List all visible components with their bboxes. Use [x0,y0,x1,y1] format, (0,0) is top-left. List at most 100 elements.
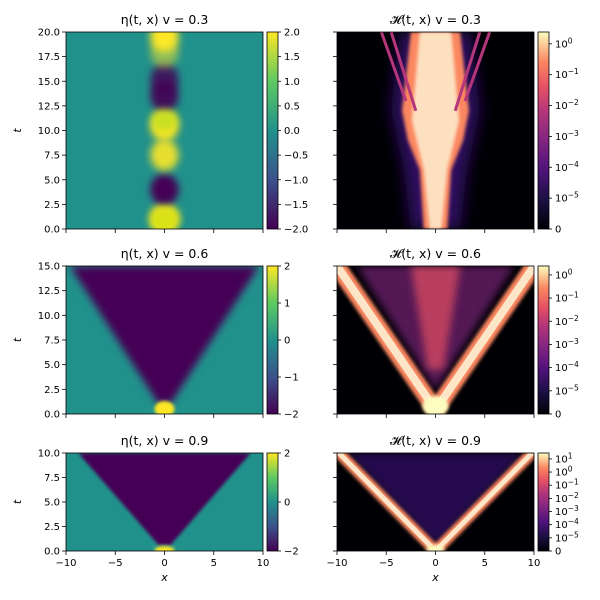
panel-title: η(t, x) v = 0.6 [121,246,209,261]
x-axis-label: x [160,571,168,584]
y-tick-label: 5.0 [44,498,60,509]
radiation-fan [347,453,524,546]
colorbar-tick-label: 10−2 [555,314,579,328]
x-axis-label: x [431,571,439,584]
colorbar-gradient [266,265,279,415]
field-blob [150,32,179,52]
heatmap-eta-v09 [66,453,263,551]
y-axis-label: t [11,337,24,342]
colorbar-tick-label: 0.0 [284,126,300,137]
colorbar-tick-label: 10−5 [555,383,579,397]
heatmap-H-v06 [337,266,534,414]
y-tick-label: 15.0 [38,77,60,88]
y-tick-label: 7.5 [44,473,60,484]
heatmap-eta-v06 [66,266,263,414]
energy-beam-core [337,453,438,551]
colorbar-H-v06: 100 10−1 10−2 10−3 10−4 10−5 0 [537,265,579,421]
radiation-streak [453,32,482,112]
colorbar-eta-v03: 2.0 1.5 1.0 0.5 0.0 −0.5 −1.0 −1.5 −2.0 [266,28,308,236]
panel-eta-v03: η(t, x) v = 0.3 0.0 2.5 5.0 7.5 10.0 12.5 15.0 1… [11,12,308,236]
colorbar-tick-label: 1 [284,299,290,310]
y-tick-label: 15.0 [38,262,60,273]
field-blob [154,546,175,551]
y-tick-label: 10.0 [38,311,60,322]
x-tick-label: 0 [432,558,438,569]
panel-title: 𝓗(t, x) v = 0.9 [390,433,481,448]
x-tick-label: 10 [257,558,270,569]
colorbar-tick-label: 10−5 [555,191,579,205]
panel-H-v06: 𝓗(t, x) v = 0.6 100 10−1 10−2 10−3 10−4 10−5 0 [333,246,579,421]
y-tick-label: 2.5 [44,385,60,396]
x-tick-label: −10 [326,558,347,569]
radiation-streak [379,32,408,102]
y-tick-label: 2.5 [44,522,60,533]
energy-core [411,32,460,229]
panel-H-v03: 𝓗(t, x) v = 0.3 100 10−1 10−2 10−3 10−4 10−5 0 [333,12,579,236]
colorbar-H-v03: 100 10−1 10−2 10−3 10−4 10−5 0 [537,31,579,236]
energy-beam-core [337,266,439,413]
panel-H-v09: 𝓗(t, x) v = 0.9−10 −5 0 5 10x10110010−110−21… [326,433,579,584]
colorbar-tick-label: 0 [555,225,561,236]
field-wedge [78,453,251,546]
y-tick-label: 0.0 [44,410,60,421]
colorbar-eta-v09: 2 0 −2 [266,449,299,558]
colorbar-tick-label: 100 [555,267,573,281]
collision-point [426,545,445,551]
colorbar-tick-label: 0 [555,410,561,421]
colorbar-gradient [537,265,550,415]
colorbar-tick-label: 10−3 [555,129,579,143]
y-tick-label: 0.0 [44,225,60,236]
radiation-streak [463,32,492,102]
y-tick-label: 10.0 [38,449,60,460]
field-blob [150,139,179,171]
colorbar-tick-label: 2 [284,262,290,273]
panel-title: 𝓗(t, x) v = 0.3 [390,12,481,27]
colorbar-tick-label: 1.0 [284,77,300,88]
colorbar-tick-label: 10−4 [555,517,579,531]
y-tick-label: 10.0 [38,126,60,137]
colorbar-tick-label: −2.0 [284,225,308,236]
field-blob [150,63,179,96]
colorbar-tick-label: 100 [555,465,573,479]
panel-eta-v06: η(t, x) v = 0.6 0.0 2.5 5.0 7.5 10.0 12.5 15.0 t… [11,246,299,421]
colorbar-gradient [537,31,550,230]
y-axis-label: t [11,128,24,133]
y-tick-label: 0.0 [44,547,60,558]
colorbar-tick-label: 0 [284,336,290,347]
y-axis-label: t [11,499,24,504]
field-blob [152,109,177,132]
energy-beam-core [433,453,534,551]
field-wedge [69,266,260,405]
colorbar-tick-label: 101 [555,451,573,465]
field-blob [154,401,175,414]
x-tick-label: 5 [211,558,217,569]
colorbar-tick-label: −2 [284,547,299,558]
field-blob [150,207,179,229]
colorbar-tick-label: 0.5 [284,101,300,112]
y-tick-label: 12.5 [38,286,60,297]
y-tick-label: 5.0 [44,175,60,186]
colorbar-gradient [266,31,279,230]
radiation-streak [389,32,418,112]
colorbar-tick-label: −0.5 [284,151,308,162]
colorbar-eta-v06: 2 1 0 −1 −2 [266,262,299,421]
field-blob [150,173,179,206]
colorbar-tick-label: 2.0 [284,28,300,39]
colorbar-tick-label: 10−3 [555,504,579,518]
colorbar-tick-label: 10−2 [555,98,579,112]
energy-inner [410,266,461,370]
colorbar-tick-label: −1 [284,373,299,384]
colorbar-gradient [537,452,550,552]
panel-title: η(t, x) v = 0.3 [121,12,209,27]
colorbar-tick-label: 100 [555,36,573,50]
panel-title: η(t, x) v = 0.9 [121,433,209,448]
y-tick-label: 7.5 [44,336,60,347]
colorbar-gradient [266,452,279,552]
colorbar-tick-label: 2 [284,449,290,460]
y-tick-label: 12.5 [38,101,60,112]
collision-point [422,396,449,414]
y-tick-label: 7.5 [44,151,60,162]
colorbar-tick-label: 10−3 [555,337,579,351]
